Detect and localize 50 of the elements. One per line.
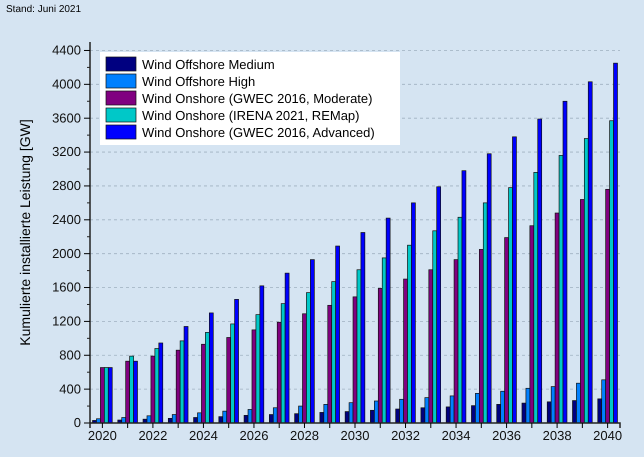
x-tick-label: 2032 <box>391 428 420 444</box>
bar <box>537 118 542 424</box>
bar <box>234 299 239 424</box>
y-tick-label: 800 <box>59 347 81 362</box>
y-tick-label: 1200 <box>52 314 81 329</box>
y-tick-label: 1600 <box>52 280 81 295</box>
x-tick-label: 2026 <box>239 428 268 444</box>
x-tick-label: 2038 <box>542 428 572 444</box>
y-tick-label: 0 <box>74 415 81 430</box>
y-tick-label: 2000 <box>52 246 81 261</box>
x-tick-label: 2034 <box>442 428 471 444</box>
bar <box>462 170 466 424</box>
y-axis-title: Kumulierte installierte Leistung [GW] <box>17 119 33 346</box>
text: Stand: Juni 2021 <box>6 4 82 15</box>
legend-label: Wind Offshore Medium <box>142 57 275 72</box>
bar <box>386 218 390 424</box>
legend-label: Wind Onshore (IRENA 2021, REMap) <box>142 108 360 123</box>
legend-label: Wind Offshore High <box>142 74 256 89</box>
y-tick-label: 2800 <box>52 178 81 194</box>
x-tick-label: 2024 <box>188 428 218 444</box>
y-tick-label: 400 <box>59 381 81 396</box>
bar <box>158 342 164 424</box>
bar <box>184 326 188 424</box>
bar <box>588 81 593 424</box>
legend-label: Wind Onshore (GWEC 2016, Moderate) <box>142 91 372 106</box>
y-tick-label: 3200 <box>52 144 81 160</box>
x-tick-label: 2030 <box>340 428 370 444</box>
x-tick-label: 2028 <box>290 428 319 444</box>
bar <box>284 272 290 424</box>
bar <box>310 259 315 424</box>
bar <box>208 312 214 424</box>
bar <box>486 153 492 424</box>
y-tick-label: 2400 <box>52 212 81 227</box>
bar <box>562 100 568 424</box>
bar <box>411 202 416 424</box>
legend-label: Wind Onshore (GWEC 2016, Advanced) <box>142 125 375 140</box>
x-tick-label: 2040 <box>593 428 622 444</box>
x-tick-label: 2022 <box>138 428 168 444</box>
y-tick-label: 3600 <box>52 110 81 126</box>
y-tick-label: 4400 <box>52 42 81 58</box>
y-tick-label: 4000 <box>52 76 81 92</box>
bar <box>613 62 618 424</box>
bar <box>260 285 264 424</box>
bar <box>360 232 366 424</box>
bar <box>108 367 113 424</box>
x-tick-label: 2036 <box>492 428 522 444</box>
x-tick-label: 2020 <box>88 428 117 444</box>
bar <box>436 186 441 424</box>
bar <box>335 246 340 424</box>
bar <box>512 136 517 424</box>
